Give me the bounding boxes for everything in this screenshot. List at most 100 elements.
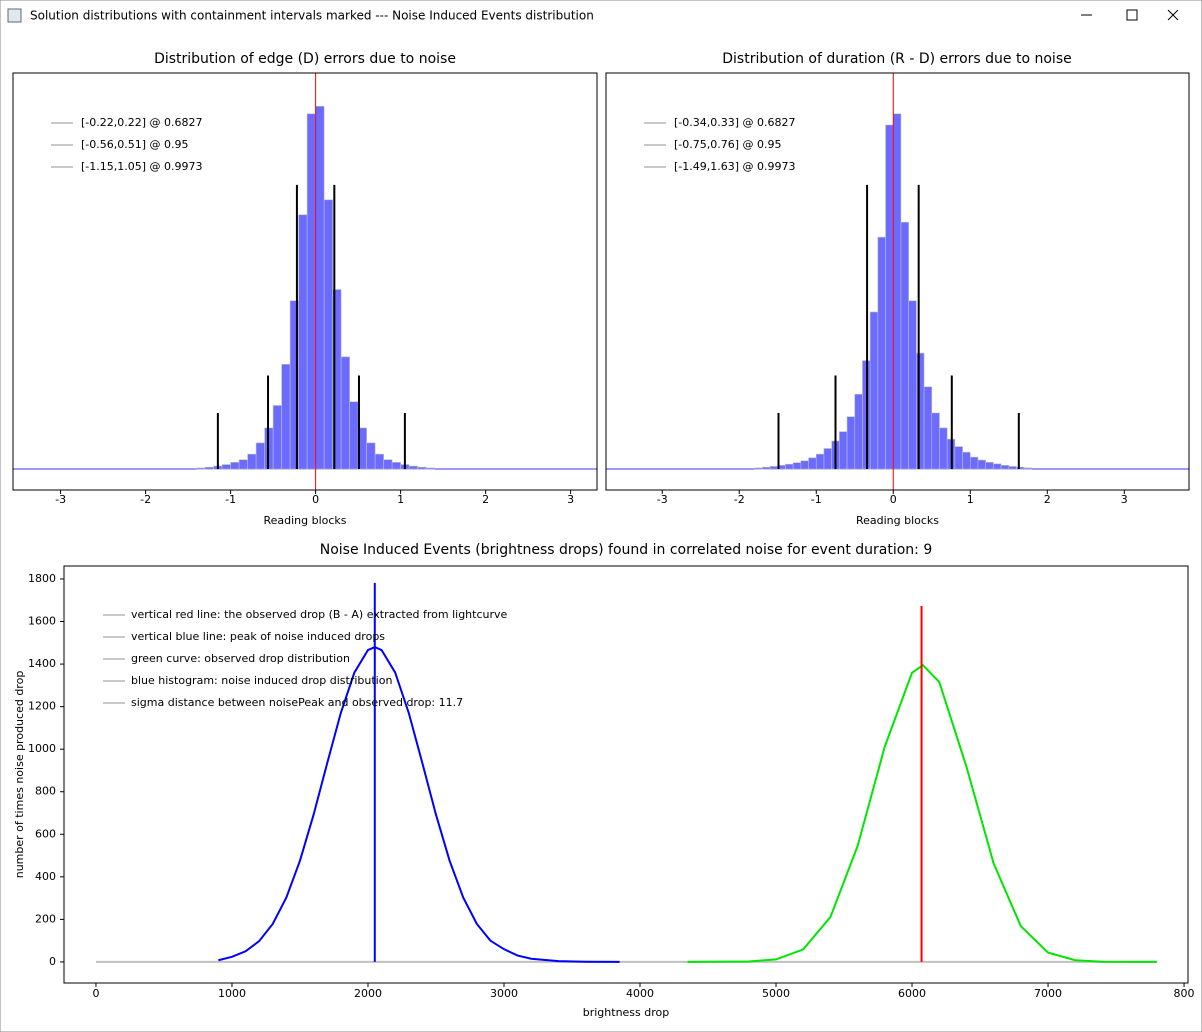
x-tick-label: 2: [1044, 493, 1051, 506]
legend-label: [-0.56,0.51] @ 0.95: [81, 138, 189, 151]
x-tick-label: 0: [890, 493, 897, 506]
x-axis-label: Reading blocks: [856, 514, 939, 527]
chart-title: Distribution of duration (R - D) errors …: [722, 51, 1071, 67]
histogram-bar: [366, 442, 376, 470]
legend-label: [-0.75,0.76] @ 0.95: [674, 138, 782, 151]
legend-label: vertical blue line: peak of noise induce…: [131, 630, 385, 643]
histogram-bar: [298, 214, 308, 470]
legend-label: vertical red line: the observed drop (B …: [131, 608, 508, 621]
histogram-bar: [221, 464, 231, 470]
histogram-bar: [754, 467, 763, 470]
plot-frame: [12, 72, 598, 491]
histogram-bar: [977, 459, 986, 470]
histogram-bar: [238, 459, 248, 470]
chart-title: Distribution of edge (D) errors due to n…: [154, 51, 456, 67]
y-tick-label: 1200: [28, 700, 56, 713]
histogram-bar: [923, 386, 933, 470]
histogram-bar: [808, 457, 817, 470]
histogram-bar: [916, 352, 925, 470]
x-tick-label: 2: [482, 493, 489, 506]
histogram-bar: [800, 460, 809, 470]
histogram-bar: [846, 416, 856, 470]
y-tick-label: 0: [49, 955, 56, 968]
x-tick-label: 800: [1174, 987, 1195, 1000]
x-tick-label: -3: [657, 493, 668, 506]
histogram-bar: [785, 463, 794, 470]
histogram-bar: [204, 466, 214, 470]
x-tick-label: 7000: [1034, 987, 1062, 1000]
y-tick-label: 1800: [28, 572, 56, 585]
y-tick-label: 1000: [28, 742, 56, 755]
chart-title: Noise Induced Events (brightness drops) …: [320, 542, 933, 558]
histogram-bar: [962, 451, 971, 470]
y-tick-label: 1400: [28, 657, 56, 670]
x-tick-label: 0: [312, 493, 319, 506]
histogram-bar: [931, 412, 940, 470]
y-tick-label: 800: [35, 785, 56, 798]
y-tick-label: 600: [35, 827, 56, 840]
histogram-bar: [908, 300, 917, 470]
histogram-bar: [1008, 466, 1017, 470]
histogram-bar: [900, 221, 909, 470]
histogram-bar: [425, 467, 435, 470]
x-tick-label: 1: [397, 493, 404, 506]
curve: [687, 663, 1157, 963]
histogram-bar: [1023, 467, 1033, 470]
histogram-bar: [383, 459, 393, 470]
histogram-bar: [869, 311, 879, 470]
curve: [218, 645, 620, 963]
x-tick-label: 0: [92, 987, 99, 1000]
histogram-bar: [417, 466, 427, 470]
histogram-bar: [854, 393, 863, 470]
histogram-bar: [792, 462, 802, 470]
histogram-bar: [885, 124, 894, 470]
histogram-bar: [769, 466, 779, 470]
histogram-bar: [255, 442, 265, 470]
histogram-bar: [196, 467, 206, 470]
close-button[interactable]: [1167, 9, 1179, 21]
histogram-bar: [969, 456, 979, 470]
histogram-bar: [815, 453, 825, 470]
x-tick-label: -2: [140, 493, 151, 506]
histogram-bar: [391, 462, 401, 470]
x-tick-label: 3: [567, 493, 574, 506]
histogram-bar: [993, 463, 1002, 470]
legend-label: sigma distance between noisePeak and obs…: [131, 696, 463, 709]
histogram-bar: [323, 199, 333, 470]
x-tick-label: 2000: [354, 987, 382, 1000]
window-title: Solution distributions with containment …: [30, 9, 594, 23]
x-tick-label: 3: [1121, 493, 1128, 506]
histogram-bar: [349, 401, 359, 470]
histogram-bar: [877, 236, 886, 470]
histogram-bar: [839, 431, 848, 470]
histogram-bar: [306, 113, 316, 470]
app-icon: [7, 8, 22, 23]
histogram-bar: [374, 453, 384, 470]
x-tick-label: -1: [811, 493, 822, 506]
x-tick-label: -1: [225, 493, 236, 506]
x-axis-label: brightness drop: [583, 1006, 670, 1019]
histogram-bar: [408, 465, 418, 470]
legend-label: blue histogram: noise induced drop distr…: [131, 674, 392, 687]
maximize-button[interactable]: [1126, 9, 1138, 21]
x-tick-label: -2: [734, 493, 745, 506]
plot-frame: [605, 72, 1190, 491]
histogram-bar: [954, 446, 963, 470]
x-tick-label: 6000: [898, 987, 926, 1000]
y-axis-label: number of times noise produced drop: [13, 671, 26, 879]
y-tick-label: 400: [35, 870, 56, 883]
x-axis-label: Reading blocks: [263, 514, 346, 527]
histogram-bar: [762, 466, 771, 470]
legend-label: green curve: observed drop distribution: [131, 652, 350, 665]
histogram-bar: [823, 448, 832, 470]
histogram-bar: [315, 105, 325, 470]
histogram-bar: [281, 364, 291, 470]
legend-label: [-0.34,0.33] @ 0.6827: [674, 116, 796, 129]
x-tick-label: 3000: [490, 987, 518, 1000]
legend-label: [-1.49,1.63] @ 0.9973: [674, 160, 796, 173]
x-tick-label: 1000: [218, 987, 246, 1000]
histogram-bar: [1016, 466, 1025, 470]
legend-label: [-1.15,1.05] @ 0.9973: [81, 160, 203, 173]
